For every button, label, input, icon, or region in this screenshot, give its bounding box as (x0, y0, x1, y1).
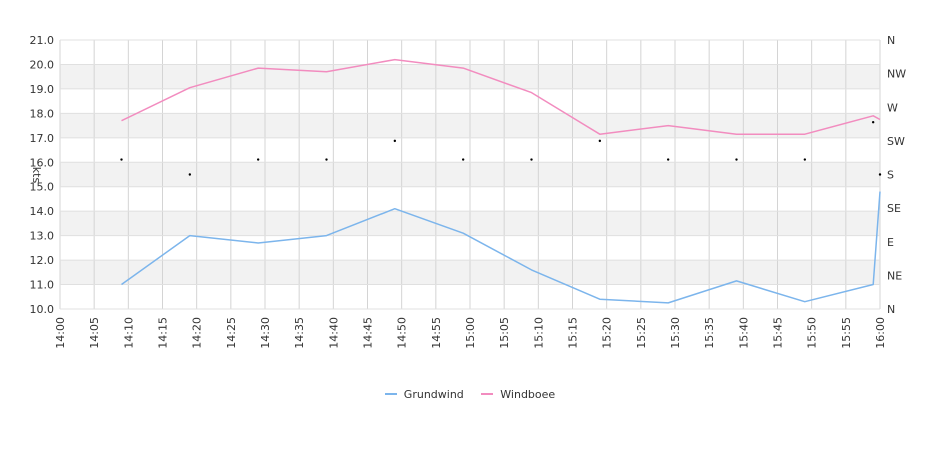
legend-swatch-grundwind (384, 393, 397, 395)
y-axis-label: kts (30, 167, 43, 184)
x-tick-label: 15:00 (464, 317, 477, 349)
direction-point (325, 158, 328, 161)
horizontal-gridlines (60, 39, 880, 310)
y-tick-label: 18.0 (30, 107, 55, 120)
series-lines (121, 58, 881, 304)
direction-point (803, 158, 807, 161)
direction-point (120, 158, 123, 161)
y-tick-label: 17.0 (30, 132, 55, 145)
x-tick-label: 15:50 (806, 317, 819, 349)
x-tick-label: 16:00 (874, 317, 887, 349)
y-tick-label: 15.0 (30, 181, 55, 194)
x-tick-label: 14:05 (88, 317, 101, 349)
direction-tick-label: N (887, 303, 895, 316)
legend: Grundwind Windboee (0, 385, 940, 401)
direction-point (598, 139, 602, 143)
direction-tick-label: SE (887, 202, 901, 215)
x-tick-label: 14:25 (225, 317, 238, 349)
x-tick-label: 14:45 (362, 317, 375, 349)
legend-label-grundwind: Grundwind (403, 387, 464, 401)
x-tick-label: 14:35 (293, 317, 306, 349)
x-tick-label: 15:35 (703, 317, 716, 349)
series-line-windboee (121, 58, 881, 135)
direction-tick-label: SW (887, 135, 905, 148)
y-tick-label: 16.0 (30, 156, 55, 169)
x-tick-label: 15:10 (532, 317, 545, 349)
direction-point (735, 158, 738, 161)
direction-tick-label: NW (887, 68, 906, 81)
direction-axis-tick-labels: N NE E SE S SW W NW N (887, 34, 906, 316)
direction-point (530, 158, 533, 161)
direction-tick-label: S (887, 169, 894, 182)
x-tick-label: 15:15 (567, 317, 580, 349)
direction-point (393, 139, 397, 143)
direction-point (461, 158, 465, 161)
direction-point (666, 158, 670, 161)
x-tick-label: 14:00 (54, 317, 67, 349)
x-tick-label: 14:30 (259, 317, 272, 349)
x-tick-label: 14:20 (191, 317, 204, 349)
direction-point (256, 158, 260, 161)
y-tick-label: 20.0 (30, 58, 55, 71)
legend-label-windboee: Windboee (500, 387, 556, 401)
y-tick-label: 14.0 (30, 205, 55, 218)
x-tick-label: 14:55 (430, 317, 443, 349)
x-tick-label: 14:10 (122, 317, 135, 349)
x-tick-label: 15:40 (737, 317, 750, 349)
x-tick-label: 15:05 (498, 317, 511, 349)
x-tick-label: 15:20 (601, 317, 614, 349)
direction-tick-label: N (887, 34, 895, 47)
y-axis-tick-labels: 10.0 11.0 12.0 13.0 14.0 15.0 16.0 17.0 18.0 19.0… (30, 34, 55, 316)
y-tick-label: 11.0 (30, 279, 55, 292)
direction-tick-label: W (887, 101, 898, 114)
direction-point (878, 173, 882, 176)
direction-points (120, 120, 882, 176)
legend-item-windboee[interactable]: Windboee (481, 388, 555, 401)
vertical-gridlines (59, 40, 881, 309)
series-line-grundwind (121, 191, 881, 304)
y-tick-label: 19.0 (30, 83, 55, 96)
y-tick-label: 21.0 (30, 34, 55, 47)
y-tick-label: 10.0 (30, 303, 55, 316)
direction-tick-label: NE (887, 269, 902, 282)
y-tick-label: 13.0 (30, 230, 55, 243)
x-tick-label: 15:45 (772, 317, 785, 349)
x-axis-tick-labels: 14:00 14:05 14:10 14:15 14:20 14:25 14:30 14:35… (54, 317, 887, 349)
y-tick-label: 12.0 (30, 254, 55, 267)
legend-swatch-windboee (481, 393, 494, 395)
direction-point (871, 120, 875, 124)
x-tick-label: 14:50 (396, 317, 409, 349)
direction-point (188, 173, 192, 176)
x-tick-label: 14:40 (327, 317, 340, 349)
x-tick-label: 15:30 (669, 317, 682, 349)
x-tick-label: 15:25 (635, 317, 648, 349)
x-tick-label: 14:15 (157, 317, 170, 349)
x-tick-label: 15:55 (840, 317, 853, 349)
direction-tick-label: E (887, 236, 894, 249)
legend-item-grundwind[interactable]: Grundwind (384, 387, 464, 401)
